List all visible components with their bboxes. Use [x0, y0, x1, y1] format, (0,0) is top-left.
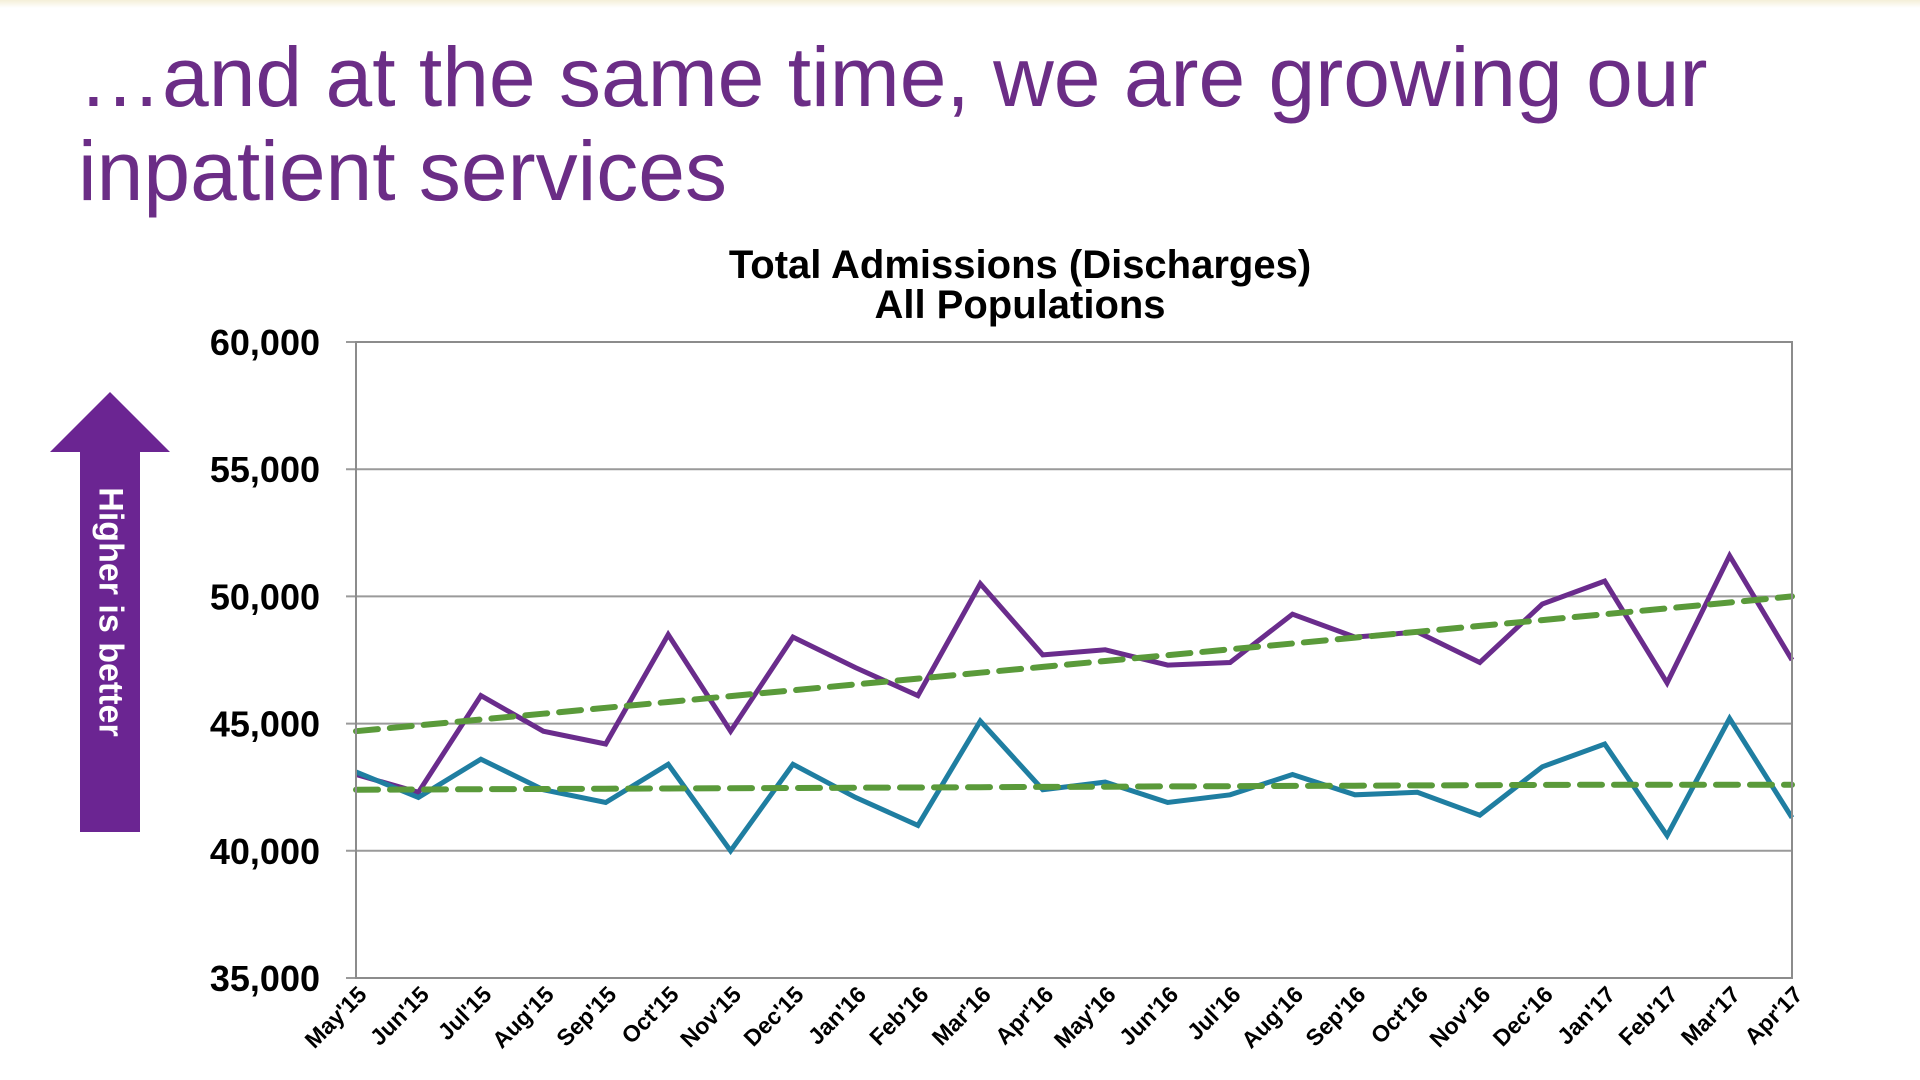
- slide-title-line-2: inpatient services: [78, 124, 727, 218]
- x-tick-label: Dec'15: [738, 981, 808, 1051]
- y-tick-label: 45,000: [210, 704, 320, 745]
- plot-area-frame: [355, 341, 1793, 979]
- x-axis-ticks: May'15Jun'15Jul'15Aug'15Sep'15Oct'15Nov'…: [300, 981, 1808, 1053]
- y-axis-ticks: 35,000 40,000 45,000 50,000 55,000 60,000: [210, 322, 320, 999]
- trendline-series-3: [353, 781, 1795, 793]
- line-series-0: [355, 550, 1795, 796]
- x-tick-label: Aug'15: [487, 981, 559, 1053]
- x-tick-label: Feb'16: [864, 981, 933, 1050]
- up-arrow-icon: [50, 392, 170, 832]
- x-tick-label: Sep'15: [551, 981, 621, 1051]
- x-tick-label: Jun'16: [1114, 981, 1183, 1050]
- y-tick-label: 55,000: [210, 449, 320, 490]
- x-tick-label: Oct'15: [616, 981, 684, 1049]
- y-tick-label: 50,000: [210, 576, 320, 617]
- x-tick-label: Mar'17: [1676, 981, 1745, 1050]
- y-tick-label: 40,000: [210, 831, 320, 872]
- series-group: [353, 550, 1795, 856]
- x-tick-label: Apr'16: [990, 981, 1058, 1049]
- up-arrow-shape: [50, 392, 170, 832]
- gridlines: [346, 341, 1792, 979]
- slide-title: …and at the same time, we are growing ou…: [78, 30, 1778, 218]
- x-tick-label: Jan'16: [803, 981, 871, 1049]
- x-tick-label: Mar'16: [927, 981, 996, 1050]
- x-tick-label: Feb'17: [1613, 981, 1682, 1050]
- trendline-series-2: [353, 593, 1795, 735]
- y-tick-label: 35,000: [210, 958, 320, 999]
- x-tick-label: Nov'16: [1424, 981, 1495, 1052]
- chart-title: Total Admissions (Discharges): [729, 243, 1311, 287]
- x-tick-label: Jun'15: [365, 981, 434, 1050]
- x-tick-label: Apr'17: [1739, 981, 1807, 1049]
- x-tick-label: Dec'16: [1488, 981, 1558, 1051]
- top-border: [0, 0, 1920, 8]
- x-tick-label: Jan'17: [1552, 981, 1620, 1049]
- x-tick-label: Aug'16: [1236, 981, 1308, 1053]
- chart-subtitle: All Populations: [874, 283, 1165, 327]
- x-tick-label: Nov'15: [675, 981, 746, 1052]
- y-tick-label: 60,000: [210, 322, 320, 363]
- x-tick-label: May'16: [1049, 981, 1121, 1053]
- x-tick-label: Oct'16: [1365, 981, 1432, 1048]
- slide-title-line-1: …and at the same time, we are growing ou…: [78, 30, 1708, 124]
- x-tick-label: Sep'16: [1300, 981, 1370, 1051]
